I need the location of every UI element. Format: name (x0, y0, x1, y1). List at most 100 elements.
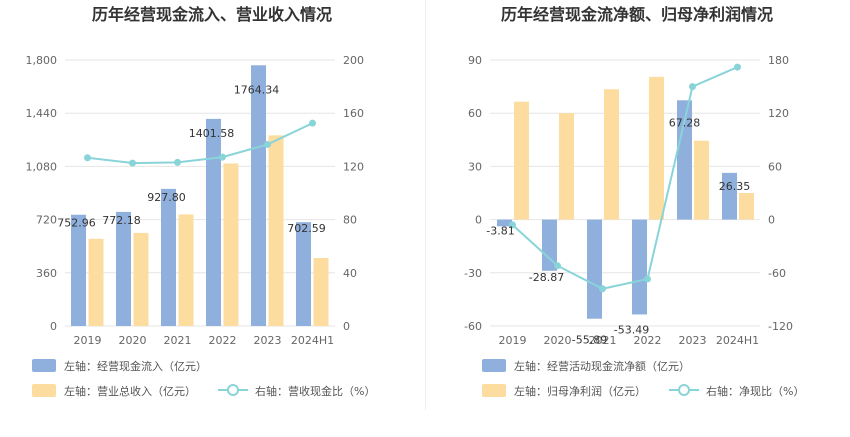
ratio-point (129, 159, 136, 167)
legend-label-net-profit[interactable]: 左轴：归母净利润（亿元） (514, 384, 646, 398)
y-right-tick-label: -60 (768, 267, 786, 280)
x-tick-label: 2019 (499, 334, 527, 347)
bar-series-2 (178, 214, 194, 326)
x-tick-label: 2021 (164, 334, 192, 347)
ratio-point (689, 83, 696, 91)
legend: 左轴：经营活动现金流净额（亿元） 左轴：归母净利润（亿元） 右轴：净现比（%） (482, 359, 804, 398)
y-right-tick-label: 120 (768, 107, 789, 120)
data-label: 752.96 (57, 217, 96, 230)
bar-series-1 (632, 219, 647, 315)
y-right-tick-label: 160 (343, 107, 364, 120)
y-left-tick-label: 0 (475, 214, 482, 227)
data-label: 1764.34 (234, 83, 280, 96)
y-right-tick-label: 200 (343, 54, 364, 67)
y-right-tick-label: -120 (768, 320, 793, 333)
y-left-tick-label: 0 (50, 320, 57, 333)
ratio-point (174, 158, 181, 166)
ratio-point (554, 262, 561, 270)
bar-series-2 (268, 135, 284, 326)
ratio-point (309, 119, 316, 127)
data-label: 26.35 (719, 180, 751, 193)
bar-series-2 (739, 193, 754, 220)
data-label: -3.81 (486, 224, 514, 237)
data-label: -53.49 (614, 323, 649, 336)
data-label: -55.89 (572, 334, 607, 347)
legend-marker-ratio (227, 384, 239, 396)
y-left-tick-label: 30 (468, 160, 482, 173)
ratio-point (84, 154, 91, 162)
data-label: 702.59 (287, 222, 326, 235)
bar-series-2 (694, 140, 709, 220)
data-label: 772.18 (102, 214, 141, 227)
y-left-tick-label: 1,440 (26, 107, 58, 120)
x-tick-label: 2022 (209, 334, 237, 347)
cash-inflow-revenue-chart: 历年经营现金流入、营业收入情况 0 360 720 1,080 1,440 1,800 0 4… (26, 5, 376, 398)
y-right-tick-label: 0 (768, 214, 775, 227)
bar-series-2 (223, 163, 239, 326)
x-tick-label: 2019 (74, 334, 102, 347)
ratio-line (87, 122, 313, 165)
x-tick-label: 2024H1 (716, 334, 759, 347)
right-chart-panel: 历年经营现金流净额、归母净利润情况 -60 -30 0 30 60 90 -120 -60 0 6… (425, 0, 850, 437)
bar-series-2 (514, 101, 529, 220)
bar-series-2 (649, 76, 664, 220)
y-right-tick-label: 120 (343, 160, 364, 173)
plot-area: -60 -30 0 30 60 90 -120 -60 0 60 120 180 2019 2020 202… (464, 54, 793, 347)
legend-swatch-net-cash (482, 359, 506, 372)
ratio-point (644, 275, 651, 283)
x-tick-label: 2024H1 (291, 334, 334, 347)
ratio-line (511, 66, 738, 290)
plot-area: 0 360 720 1,080 1,440 1,800 0 40 80 120 160 200 2019… (26, 54, 365, 347)
bar-series-1 (206, 118, 221, 326)
data-label: 1401.58 (189, 127, 235, 140)
legend-swatch-cash-inflow (32, 359, 56, 372)
data-label: -28.87 (529, 271, 564, 284)
bar-series-1 (71, 214, 86, 326)
chart-title: 历年经营现金流净额、归母净利润情况 (501, 5, 773, 24)
legend-label-cash-inflow[interactable]: 左轴：经营现金流入（亿元） (64, 359, 207, 373)
ratio-point (264, 140, 271, 148)
bar-series-1 (722, 172, 737, 220)
x-tick-label: 2021 (589, 334, 617, 347)
legend-label-ratio[interactable]: 右轴：净现比（%） (706, 384, 804, 398)
legend-label-revenue[interactable]: 左轴：营业总收入（亿元） (64, 384, 196, 398)
bar-series-1 (542, 219, 557, 271)
y-left-tick-label: 1,080 (26, 160, 58, 173)
y-left-tick-label: 1,800 (26, 54, 58, 67)
y-right-tick-label: 40 (343, 267, 357, 280)
bar-series-1 (296, 222, 311, 326)
legend-swatch-revenue (32, 384, 56, 397)
ratio-point (734, 63, 741, 71)
data-label: 927.80 (147, 191, 186, 204)
bar-series-2 (559, 113, 574, 220)
y-left-tick-label: -30 (464, 267, 482, 280)
y-right-tick-label: 80 (343, 214, 357, 227)
bar-series-1 (161, 188, 176, 326)
bar-series-1 (497, 219, 512, 227)
net-cash-profit-chart: 历年经营现金流净额、归母净利润情况 -60 -30 0 30 60 90 -120 -60 0 6… (464, 5, 804, 398)
legend-swatch-net-profit (482, 384, 506, 397)
chart-title: 历年经营现金流入、营业收入情况 (92, 5, 332, 24)
bar-series-2 (604, 89, 619, 220)
x-tick-label: 2023 (254, 334, 282, 347)
x-tick-label: 2020 (544, 334, 572, 347)
x-tick-label: 2022 (634, 334, 662, 347)
x-tick-label: 2023 (679, 334, 707, 347)
y-right-tick-label: 0 (343, 320, 350, 333)
bar-series-1 (251, 65, 266, 327)
ratio-point (509, 221, 516, 229)
legend-label-net-cash[interactable]: 左轴：经营活动现金流净额（亿元） (514, 359, 690, 373)
y-right-tick-label: 60 (768, 160, 782, 173)
legend-label-ratio[interactable]: 右轴：营收现金比（%） (255, 384, 375, 398)
ratio-point (599, 285, 606, 293)
bar-series-1 (587, 219, 602, 319)
data-label: 67.28 (669, 116, 701, 129)
bar-series-2 (133, 232, 149, 326)
y-left-tick-label: -60 (464, 320, 482, 333)
bar-series-2 (88, 238, 104, 326)
bar-series-2 (313, 258, 329, 326)
legend-marker-ratio (678, 384, 690, 396)
bar-series-1 (677, 100, 692, 220)
y-left-tick-label: 60 (468, 107, 482, 120)
y-left-tick-label: 90 (468, 54, 482, 67)
